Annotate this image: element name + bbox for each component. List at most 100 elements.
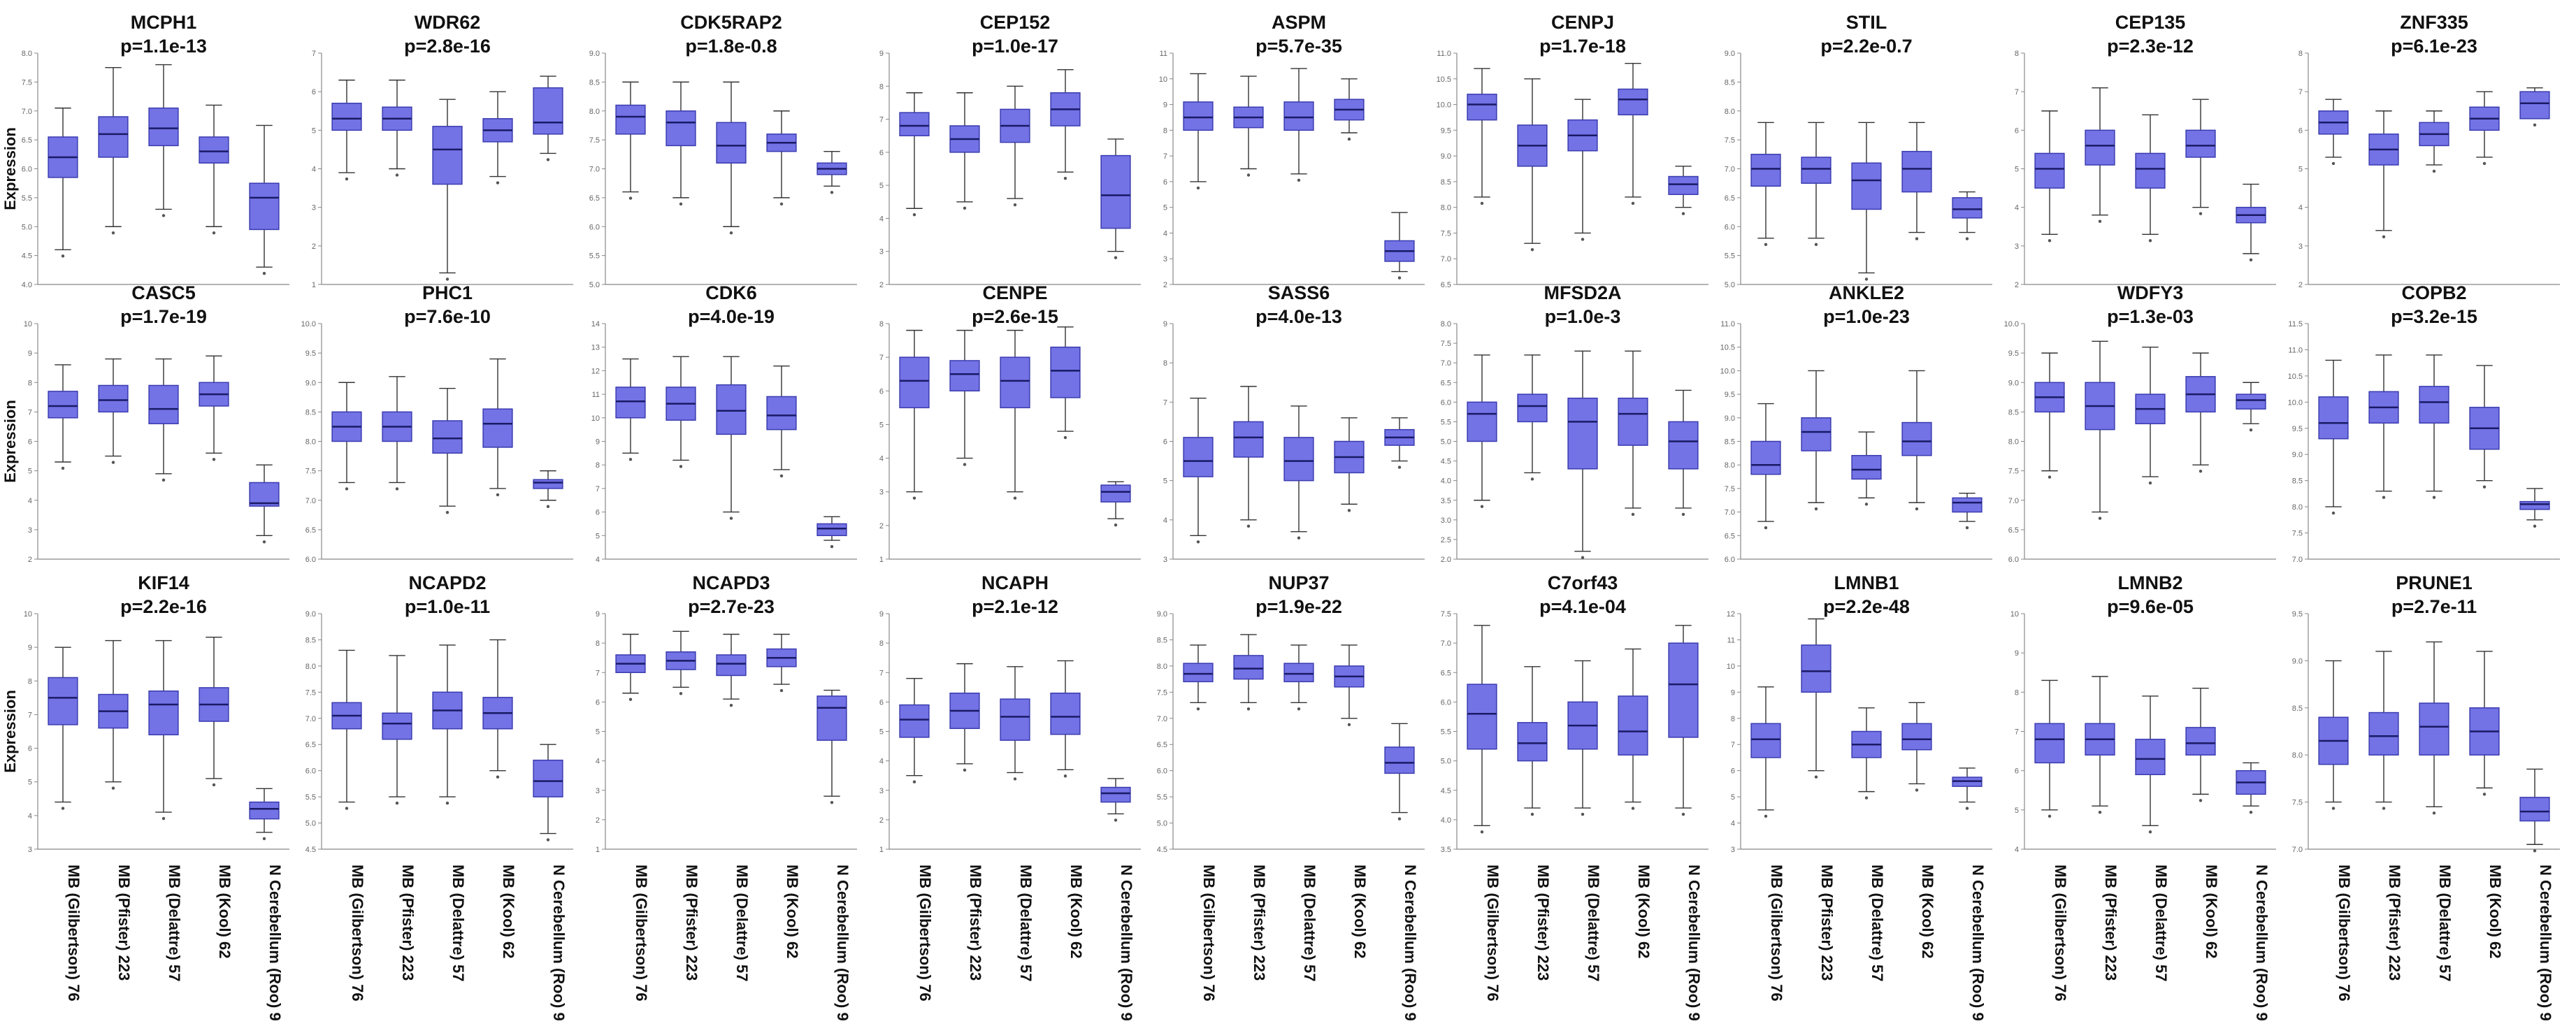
outlier-point (1196, 540, 1200, 544)
x-group-label: MB (Delattre) 57 (2152, 865, 2170, 981)
outlier-point (2199, 212, 2203, 215)
iqr-box (148, 690, 179, 736)
y-tick-label: 8 (1731, 715, 1735, 723)
y-tick-label: 9.0 (1157, 610, 1167, 619)
y-tick-label: 5 (2015, 807, 2019, 815)
box-4 (1618, 648, 1648, 810)
y-tick-label: 9.5 (2292, 610, 2303, 619)
y-tick-label: 5.0 (305, 820, 316, 828)
iqr-box (1952, 497, 1983, 513)
iqr-box (1050, 346, 1081, 398)
iqr-box (1183, 663, 1214, 683)
iqr-box (2185, 727, 2216, 756)
y-tick-label: 4.5 (1441, 458, 1451, 466)
y-tick-label: 8 (2015, 50, 2019, 58)
y-tick-label: 3 (2015, 243, 2019, 251)
iqr-box (1283, 663, 1314, 683)
outlier-point (1480, 830, 1484, 834)
outlier-point (912, 496, 916, 500)
box-3 (2135, 114, 2166, 243)
box-4 (1618, 63, 1648, 205)
outlier-point (111, 786, 115, 790)
box-2 (1517, 354, 1548, 481)
y-tick-label: 9 (1163, 101, 1167, 110)
y-tick-label: 2 (879, 281, 884, 289)
y-tick-label: 6.5 (1441, 669, 1451, 677)
y-tick-label: 8.5 (305, 408, 316, 417)
box-3 (1283, 405, 1314, 540)
x-group-label: N Cerebellum (Roo) 9 (834, 865, 851, 1021)
y-tick-label: 7.5 (1157, 688, 1167, 697)
gene-title: NUP37 (1268, 572, 1329, 593)
outlier-point (61, 807, 65, 810)
y-tick-label: 5.5 (589, 252, 600, 261)
outlier-point (2331, 161, 2336, 166)
y-tick-label: 2 (596, 816, 600, 825)
panel-wdr62: WDR62 p=2.8e-16 1 2 3 4 5 6 7 (312, 12, 573, 289)
outlier-point (729, 516, 733, 520)
p-value-label: p=2.2e-16 (120, 596, 207, 617)
box-1 (1750, 686, 1781, 818)
p-value-label: p=4.1e-04 (1539, 596, 1626, 617)
outlier-point (1764, 243, 1768, 246)
outlier-point (2048, 814, 2052, 818)
box-1 (1750, 122, 1781, 246)
y-tick-label: 6.0 (305, 767, 316, 776)
iqr-box (1750, 723, 1781, 758)
iqr-box (1000, 698, 1030, 741)
iqr-box (2368, 711, 2399, 756)
x-group-label: N Cerebellum (Roo) 9 (1402, 865, 1419, 1021)
y-tick-label: 9 (2015, 649, 2019, 658)
y-tick-label: 6.0 (1725, 556, 1735, 564)
y-tick-label: 7.0 (589, 166, 600, 174)
y-tick-label: 6 (596, 509, 600, 517)
outlier-point (2148, 239, 2152, 243)
box-2 (382, 655, 412, 805)
box-4 (1334, 644, 1365, 726)
y-tick-label: 8.5 (2292, 477, 2303, 486)
y-tick-label: 7 (1163, 152, 1167, 161)
y-tick-label: 6.5 (589, 194, 600, 203)
outlier-point (1246, 707, 1251, 711)
y-tick-label: 5.5 (1441, 418, 1451, 426)
y-tick-label: 7.5 (1441, 340, 1451, 348)
outlier-point (779, 474, 784, 478)
y-tick-label: 1 (596, 846, 600, 854)
outlier-point (2533, 849, 2537, 853)
y-axis-label: Expression (1, 127, 19, 210)
outlier-point (2331, 511, 2336, 515)
y-tick-label: 7.5 (2008, 468, 2019, 476)
outlier-point (1114, 256, 1118, 259)
y-tick-label: 4 (1163, 229, 1167, 238)
y-tick-label: 6.0 (589, 223, 600, 231)
box-1 (615, 81, 646, 200)
y-tick-label: 4 (596, 556, 600, 564)
y-tick-label: 6.5 (305, 526, 316, 535)
box-3 (432, 644, 463, 805)
iqr-box (716, 122, 747, 164)
outlier-point (1347, 723, 1351, 726)
y-tick-label: 5 (596, 728, 600, 737)
iqr-box (1517, 722, 1548, 762)
y-tick-label: 8.0 (2292, 751, 2303, 760)
gene-title: LMNB2 (2118, 572, 2183, 593)
outlier-point (1631, 807, 1635, 810)
y-tick-label: 8.0 (589, 108, 600, 116)
outlier-point (1581, 238, 1585, 241)
outlier-point (1530, 477, 1534, 481)
y-tick-label: 6 (879, 149, 884, 157)
outlier-point (1965, 237, 1969, 240)
iqr-box (2519, 500, 2550, 510)
box-2 (2085, 340, 2115, 520)
y-tick-label: 6 (2015, 767, 2019, 776)
outlier-point (1114, 523, 1118, 527)
iqr-box (1567, 397, 1598, 470)
y-tick-label: 11 (1727, 636, 1735, 644)
y-tick-label: 13 (591, 344, 600, 352)
iqr-box (1100, 154, 1131, 229)
iqr-box (2135, 152, 2166, 189)
x-group-label: MB (Gilbertson) 76 (65, 865, 82, 1002)
y-tick-label: 6 (312, 88, 316, 96)
x-group-label: N Cerebellum (Roo) 9 (2537, 865, 2554, 1021)
iqr-box (2318, 396, 2349, 440)
